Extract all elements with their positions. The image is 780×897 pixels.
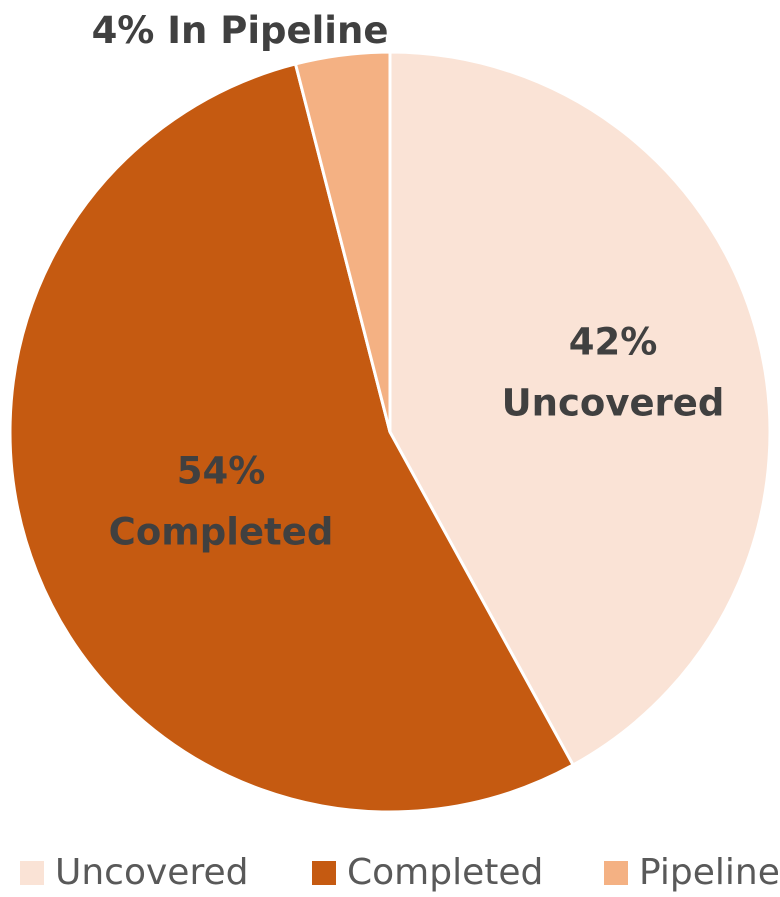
data-label: 42% Uncovered bbox=[502, 320, 725, 424]
legend-swatch bbox=[312, 861, 336, 885]
data-label: 4% In Pipeline bbox=[92, 9, 389, 52]
pie-slice bbox=[388, 50, 772, 768]
legend-label: Uncovered bbox=[55, 852, 248, 893]
pie-slice bbox=[293, 50, 392, 433]
legend-swatch bbox=[20, 861, 44, 885]
legend-label: Pipeline bbox=[639, 852, 780, 893]
pie-slice bbox=[8, 62, 576, 814]
legend-label: Completed bbox=[347, 852, 543, 893]
legend-swatch bbox=[604, 861, 628, 885]
data-label: 54% Completed bbox=[109, 449, 334, 553]
